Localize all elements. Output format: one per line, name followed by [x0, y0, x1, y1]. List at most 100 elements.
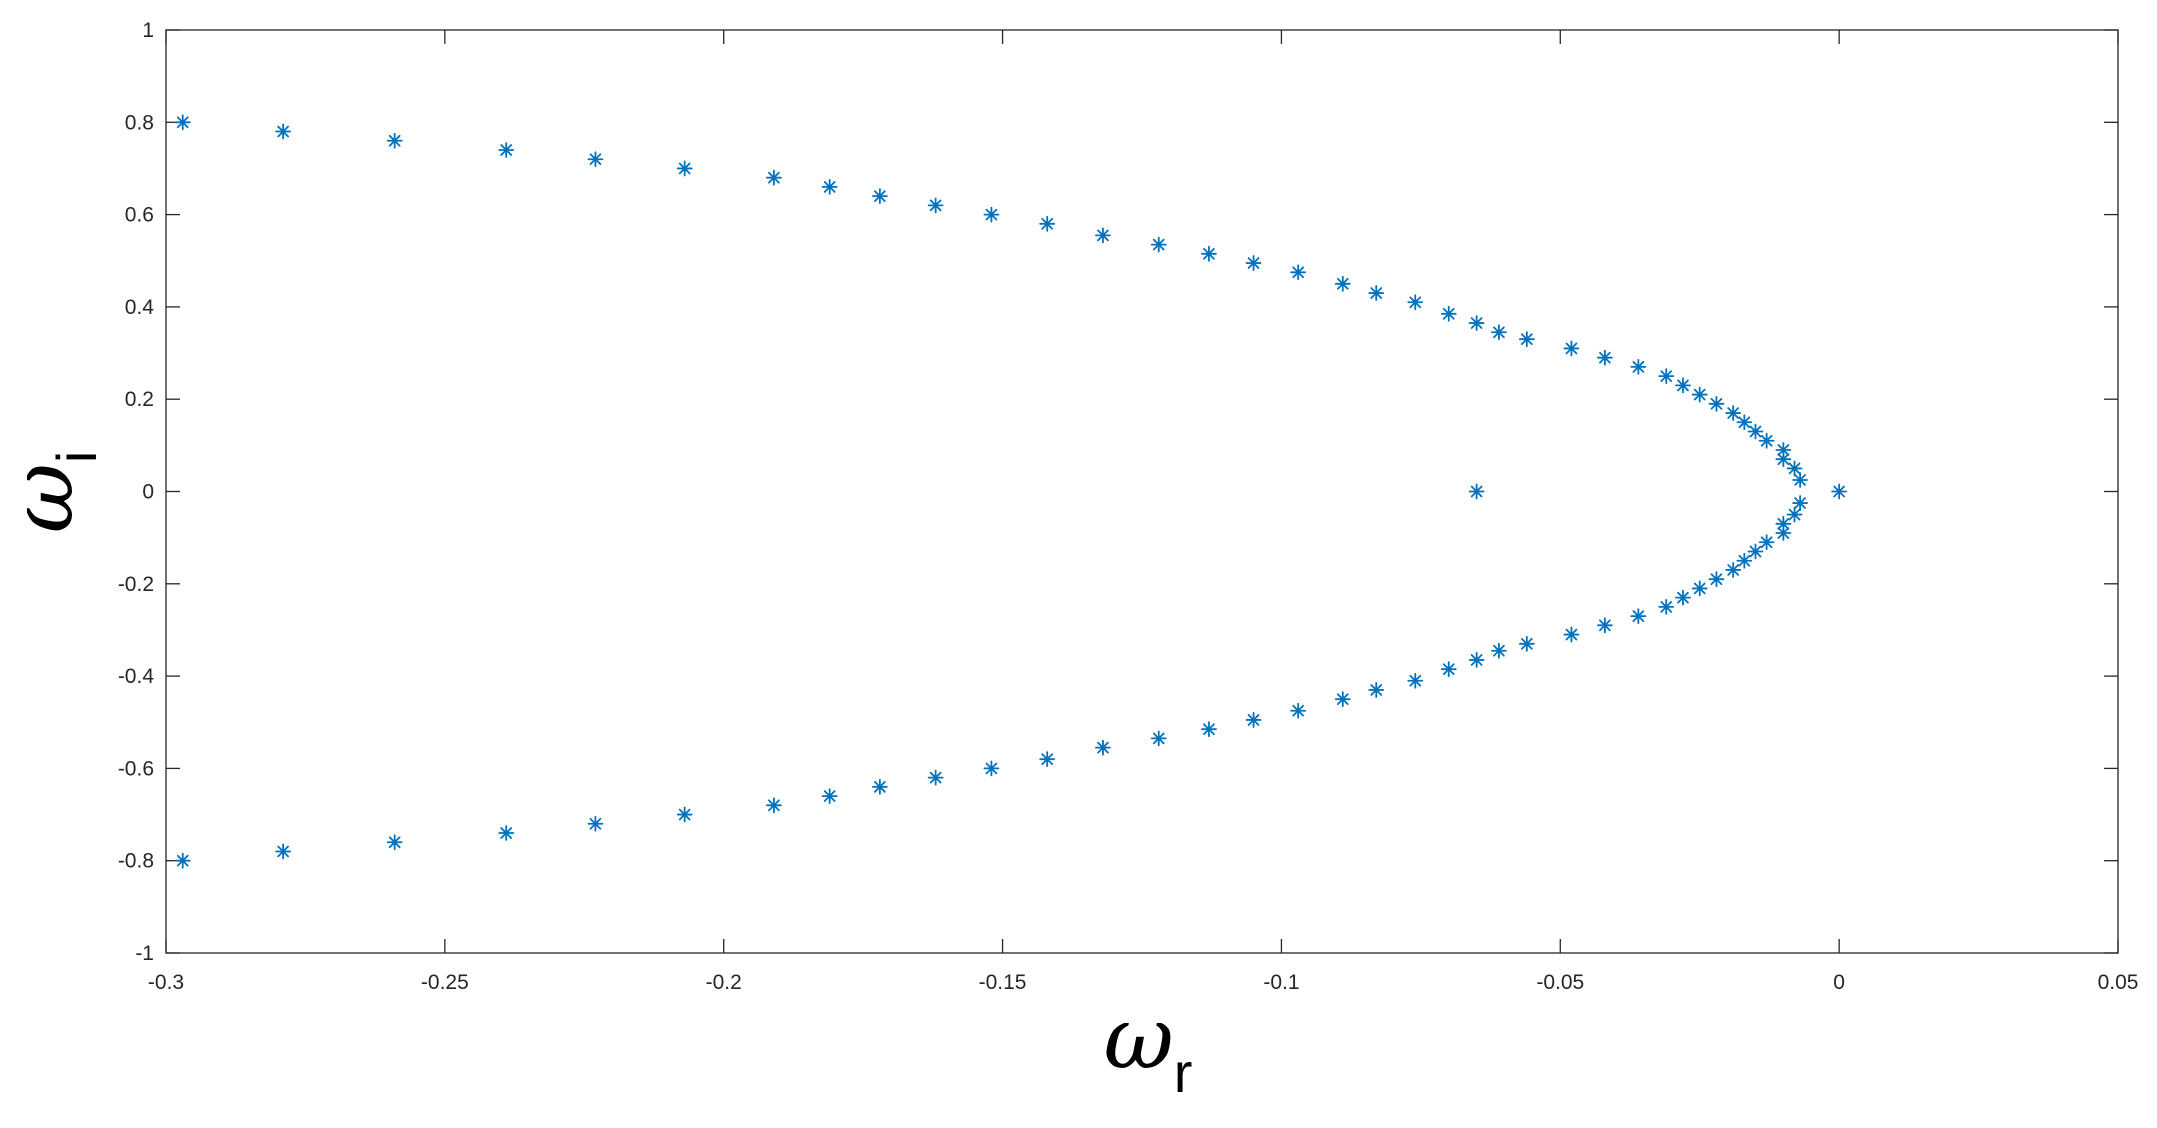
marker-stroke [1660, 601, 1673, 613]
data-point [766, 169, 782, 186]
marker-stroke [1097, 741, 1109, 754]
marker-stroke [1152, 732, 1165, 745]
data-point [1747, 543, 1764, 560]
marker-stroke [1599, 619, 1611, 632]
data-point [1747, 423, 1764, 440]
marker-stroke [1292, 704, 1305, 717]
data-point [1758, 432, 1775, 449]
marker-stroke [1833, 485, 1845, 498]
marker-stroke [1520, 637, 1533, 650]
y-tick-label: -0.8 [118, 850, 154, 873]
data-point [927, 197, 944, 214]
y-tick-label: 0.2 [125, 388, 154, 411]
marker-stroke [1760, 434, 1773, 447]
data-point [1245, 255, 1262, 271]
x-tick-label: 0.05 [2098, 971, 2139, 994]
y-tick-label: 0.4 [125, 296, 155, 319]
data-point [1290, 702, 1307, 719]
marker-stroke [1470, 485, 1483, 498]
marker-stroke [1292, 266, 1305, 279]
x-tick-label: 0 [1833, 971, 1845, 994]
x-axis-ticks: -0.3 -0.25 -0.2 -0.15 -0.1 -0.05 0 0.05 [148, 30, 2139, 994]
marker-stroke [277, 125, 289, 138]
data-point [983, 760, 1000, 777]
marker-stroke [1710, 397, 1723, 410]
marker-stroke [1442, 663, 1455, 676]
data-point [1675, 589, 1691, 606]
data-point [1775, 515, 1792, 532]
marker-stroke [1493, 326, 1505, 339]
data-point [1334, 275, 1351, 292]
data-point [1630, 358, 1647, 375]
data-point [1095, 227, 1111, 244]
data-point [1407, 672, 1424, 689]
marker-stroke [1693, 582, 1706, 595]
marker-stroke [985, 208, 998, 221]
marker-stroke [1677, 379, 1689, 392]
data-point [1039, 751, 1056, 768]
marker-stroke [1749, 545, 1762, 558]
marker-stroke [1470, 317, 1483, 329]
marker-stroke [1097, 229, 1109, 242]
data-point [1150, 730, 1167, 747]
marker-stroke [1493, 644, 1505, 657]
data-point [821, 788, 838, 804]
data-point [1368, 285, 1385, 301]
data-point [1468, 483, 1485, 500]
marker-stroke [985, 762, 998, 775]
marker-stroke [589, 817, 602, 830]
marker-stroke [768, 799, 780, 812]
marker-stroke [1041, 753, 1054, 766]
marker-stroke [1794, 474, 1806, 486]
x-tick-label: -0.3 [148, 971, 184, 994]
data-point [1775, 442, 1792, 458]
marker-stroke [500, 827, 513, 839]
data-point [676, 806, 693, 823]
marker-stroke [1599, 351, 1611, 364]
data-point [1691, 580, 1708, 597]
marker-stroke [929, 771, 942, 784]
marker-stroke [1777, 527, 1790, 539]
marker-stroke [1470, 654, 1483, 666]
data-point [1691, 386, 1708, 403]
marker-stroke [823, 790, 836, 802]
marker-stroke [1794, 497, 1806, 509]
data-point [1518, 331, 1535, 348]
marker-stroke [1203, 247, 1215, 260]
data-point [386, 834, 403, 851]
marker-stroke [1760, 536, 1773, 549]
marker-stroke [1788, 462, 1801, 475]
data-point [498, 825, 515, 841]
data-point [676, 160, 693, 177]
data-point [927, 769, 944, 786]
data-point [1407, 294, 1424, 311]
data-point [766, 797, 782, 814]
data-markers [174, 114, 1848, 869]
data-point [1201, 721, 1217, 738]
data-point [871, 778, 888, 795]
marker-stroke [1710, 573, 1723, 586]
marker-stroke [1370, 287, 1383, 299]
plot-area [165, 29, 2119, 954]
marker-stroke [1565, 342, 1578, 355]
marker-stroke [1693, 388, 1706, 401]
marker-stroke [1777, 453, 1790, 466]
data-point [1708, 395, 1725, 412]
data-point [1518, 635, 1535, 652]
data-point [1831, 483, 1848, 500]
marker-stroke [176, 854, 189, 867]
x-axis-label: ωr [1104, 989, 1193, 1104]
marker-stroke [823, 181, 836, 193]
data-point [1039, 215, 1056, 232]
data-point [1786, 506, 1803, 523]
data-point [1792, 495, 1809, 511]
marker-stroke [678, 162, 691, 175]
data-point [1440, 305, 1457, 322]
x-axis-label-subscript: r [1174, 1041, 1193, 1104]
marker-stroke [1632, 361, 1645, 373]
data-point [1440, 661, 1457, 678]
marker-stroke [500, 144, 513, 156]
y-tick-label: 1 [142, 19, 154, 42]
marker-stroke [1749, 425, 1762, 438]
